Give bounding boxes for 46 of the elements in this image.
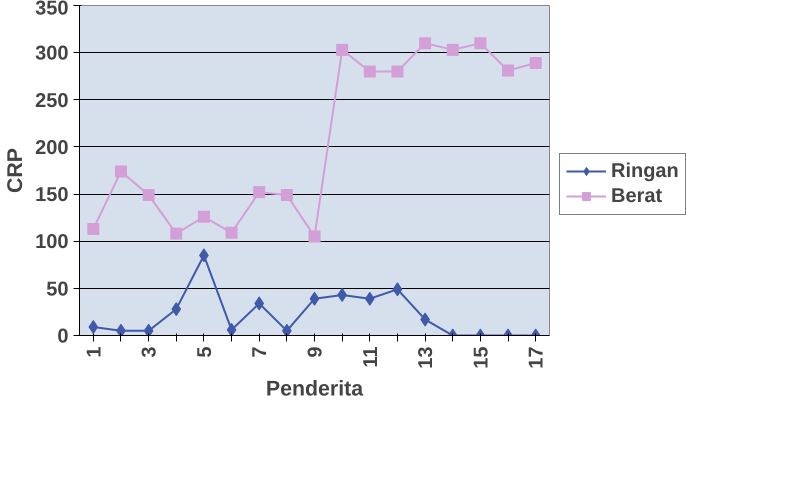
x-tick-label: 11 [360, 346, 382, 368]
point [88, 320, 98, 334]
point [530, 57, 542, 70]
y-tick-label: 350 [35, 0, 69, 20]
point [170, 228, 182, 240]
point [280, 189, 293, 202]
point [87, 222, 100, 235]
point [419, 37, 432, 50]
x-tick-label: 1 [83, 346, 106, 358]
legend-label: Ringan [611, 160, 679, 182]
point [474, 37, 486, 50]
x-tick-label: 9 [304, 346, 326, 358]
point [364, 292, 375, 306]
y-tick-label: 100 [35, 231, 69, 254]
x-axis-title: Penderita [266, 376, 364, 401]
y-tick-label: 300 [35, 42, 69, 65]
x-tick-label: 15 [470, 346, 492, 369]
point [336, 44, 348, 56]
x-tick-label: 7 [249, 346, 272, 358]
point [364, 66, 376, 78]
legend-label: Berat [611, 184, 662, 208]
x-tick-label: 3 [138, 346, 161, 358]
y-tick-label: 250 [35, 90, 69, 112]
point [142, 189, 155, 202]
y-tick-label: 150 [35, 184, 69, 206]
x-tick-label: 5 [194, 346, 216, 358]
y-tick-label: 50 [46, 278, 69, 300]
point [502, 64, 514, 77]
point [226, 322, 236, 336]
point [253, 186, 266, 198]
x-tick-label: 13 [415, 346, 438, 369]
y-axis-title: CRP [3, 148, 28, 194]
point [171, 302, 182, 316]
point [282, 324, 292, 336]
point [114, 165, 127, 178]
x-tick-label: 17 [526, 346, 548, 369]
point [198, 210, 210, 223]
point [226, 226, 238, 239]
point [391, 66, 404, 78]
point [144, 324, 154, 336]
y-tick-label: 0 [57, 326, 68, 348]
y-tick-label: 200 [35, 136, 69, 159]
point [446, 44, 459, 56]
point [308, 230, 320, 242]
point [116, 324, 126, 336]
point [254, 296, 264, 310]
